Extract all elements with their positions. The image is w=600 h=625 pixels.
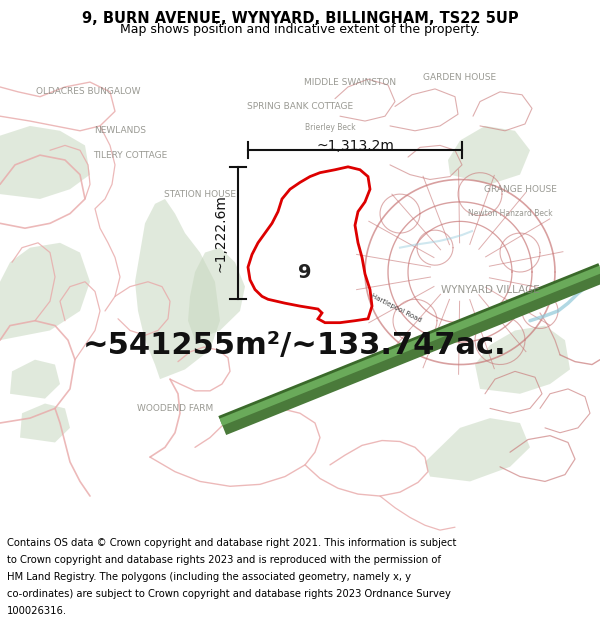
- Polygon shape: [0, 242, 90, 340]
- Text: A689: A689: [310, 329, 334, 347]
- Text: ~1,222.6m: ~1,222.6m: [214, 194, 228, 272]
- Text: NEWLANDS: NEWLANDS: [94, 126, 146, 135]
- Text: TILERY COTTAGE: TILERY COTTAGE: [93, 151, 167, 159]
- Polygon shape: [448, 126, 530, 184]
- Text: to Crown copyright and database rights 2023 and is reproduced with the permissio: to Crown copyright and database rights 2…: [7, 555, 441, 565]
- Polygon shape: [0, 126, 90, 199]
- Text: co-ordinates) are subject to Crown copyright and database rights 2023 Ordnance S: co-ordinates) are subject to Crown copyr…: [7, 589, 451, 599]
- Polygon shape: [425, 418, 530, 481]
- Polygon shape: [10, 359, 60, 399]
- Text: Newton Hanzard Beck: Newton Hanzard Beck: [467, 209, 553, 218]
- Text: SPRING BANK COTTAGE: SPRING BANK COTTAGE: [247, 102, 353, 111]
- Text: WYNYARD VILLAGE: WYNYARD VILLAGE: [440, 284, 539, 294]
- Text: Brierley Beck: Brierley Beck: [305, 123, 355, 132]
- Text: STATION HOUSE: STATION HOUSE: [164, 189, 236, 199]
- Text: ~541255m²/~133.747ac.: ~541255m²/~133.747ac.: [83, 331, 507, 359]
- Text: Map shows position and indicative extent of the property.: Map shows position and indicative extent…: [120, 23, 480, 36]
- Text: Hartlepool Road: Hartlepool Road: [370, 293, 422, 324]
- Text: MIDDLE SWAINSTON: MIDDLE SWAINSTON: [304, 78, 396, 87]
- Text: WOODEND FARM: WOODEND FARM: [137, 404, 213, 413]
- Text: Contains OS data © Crown copyright and database right 2021. This information is : Contains OS data © Crown copyright and d…: [7, 538, 457, 548]
- Polygon shape: [20, 404, 70, 442]
- Polygon shape: [188, 248, 245, 340]
- Text: 9: 9: [298, 262, 312, 281]
- Polygon shape: [475, 326, 570, 394]
- Text: 100026316.: 100026316.: [7, 606, 67, 616]
- Polygon shape: [135, 199, 220, 379]
- Text: OLDACRES BUNGALOW: OLDACRES BUNGALOW: [36, 88, 140, 96]
- Text: GARDEN HOUSE: GARDEN HOUSE: [424, 72, 497, 82]
- Text: GRANGE HOUSE: GRANGE HOUSE: [484, 185, 556, 194]
- Text: 9, BURN AVENUE, WYNYARD, BILLINGHAM, TS22 5UP: 9, BURN AVENUE, WYNYARD, BILLINGHAM, TS2…: [82, 11, 518, 26]
- Text: ~1,313.2m: ~1,313.2m: [316, 139, 394, 152]
- Text: HM Land Registry. The polygons (including the associated geometry, namely x, y: HM Land Registry. The polygons (includin…: [7, 572, 411, 582]
